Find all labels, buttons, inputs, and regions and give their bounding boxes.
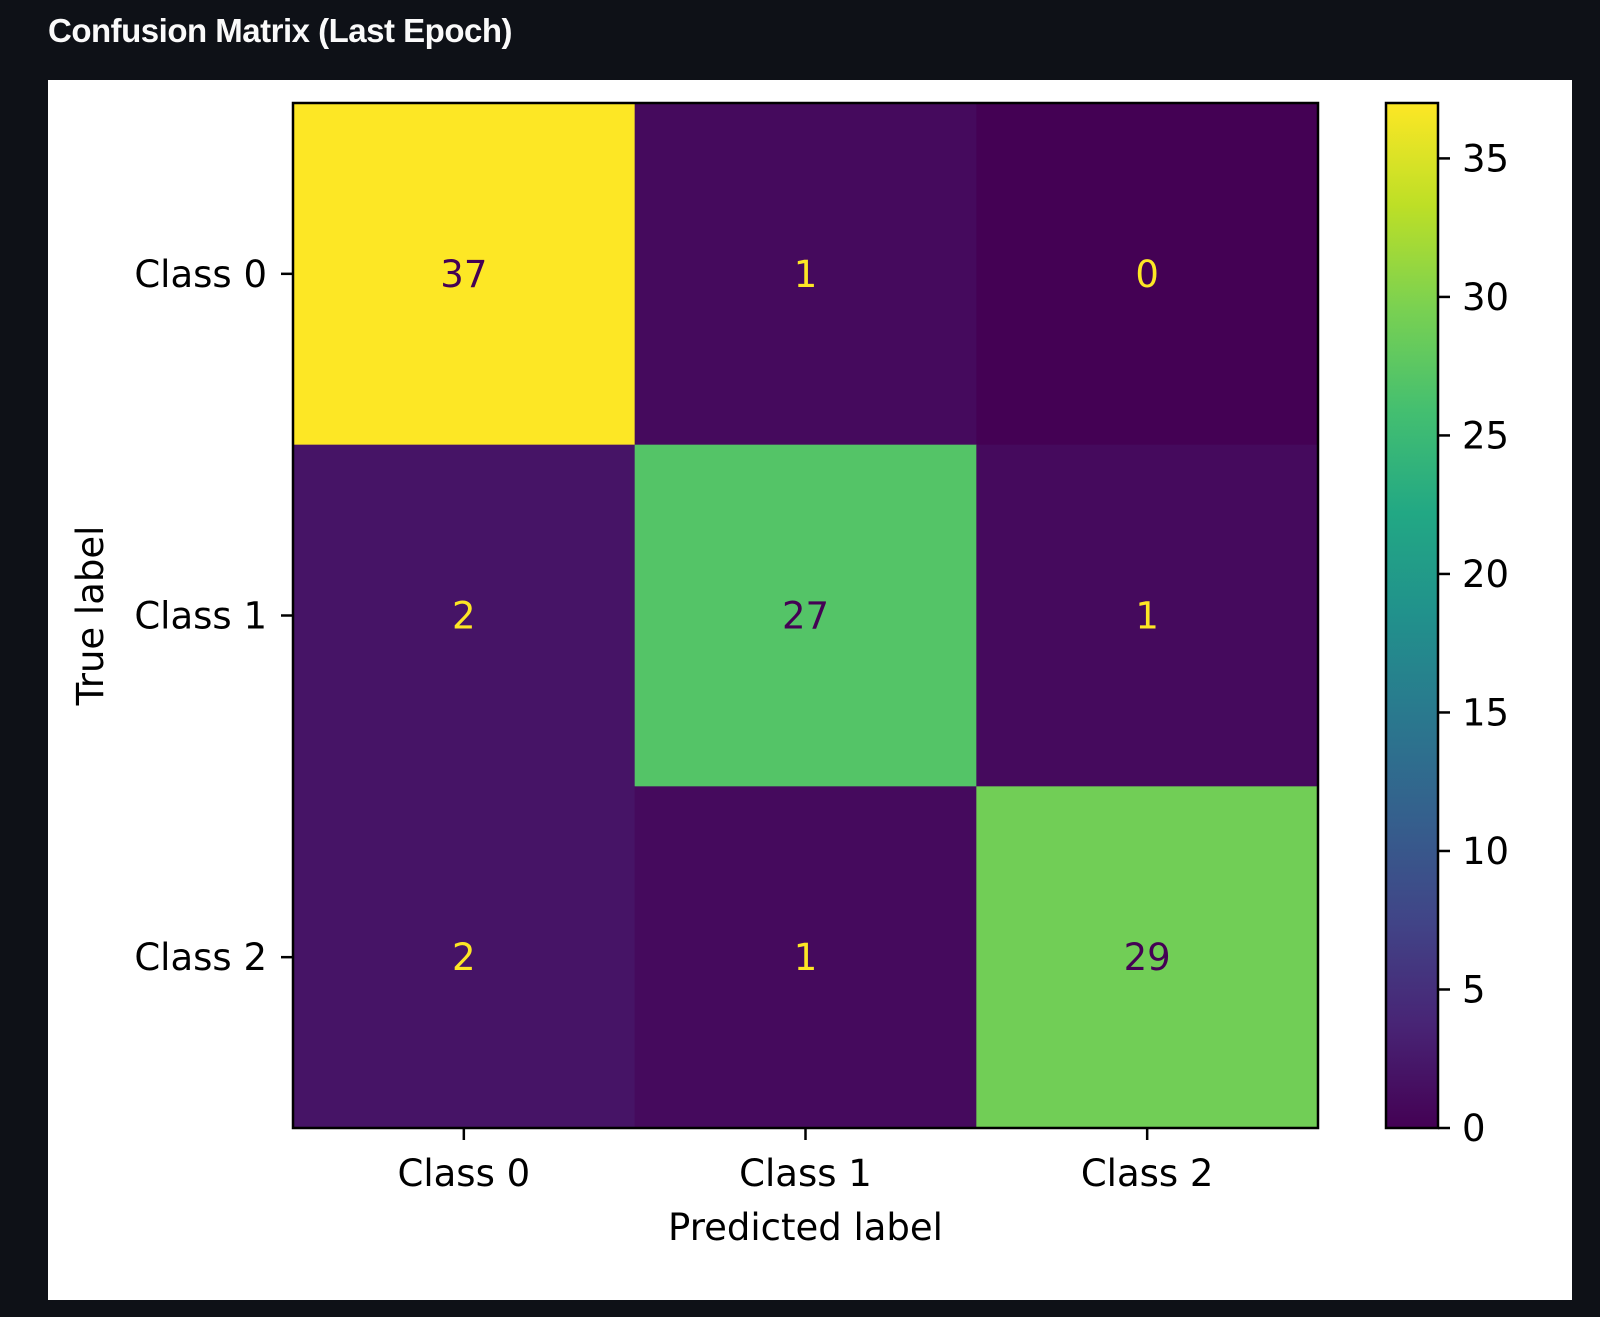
colorbar-tick-label: 30 — [1462, 276, 1509, 319]
page-title: Confusion Matrix (Last Epoch) — [48, 12, 513, 49]
colorbar-tick-label: 5 — [1462, 968, 1486, 1011]
colorbar-tick-label: 25 — [1462, 414, 1509, 457]
y-axis-label: True label — [69, 526, 112, 707]
colorbar — [1384, 101, 1440, 1130]
heatmap-cell — [634, 103, 977, 446]
heatmap-cell — [976, 786, 1319, 1129]
x-tick-label: Class 1 — [739, 1152, 872, 1195]
heatmap-cell — [634, 786, 977, 1129]
heatmap-cell — [293, 444, 636, 787]
x-axis: Class 0 Class 1 Class 2 — [398, 1128, 1214, 1195]
heatmap-cell — [634, 444, 977, 787]
y-tick-label: Class 2 — [134, 936, 267, 979]
x-axis-label: Predicted label — [668, 1206, 943, 1249]
colorbar-tick-label: 20 — [1462, 553, 1509, 596]
chart-figure: 37 1 0 2 27 1 2 1 29 Class 0 Class 1 Class 2 Class… — [48, 80, 1572, 1300]
colorbar-tick-label: 15 — [1462, 691, 1509, 734]
heatmap-cells — [293, 103, 1319, 1129]
heatmap-cell — [293, 786, 636, 1129]
colorbar-tick-label: 0 — [1462, 1107, 1486, 1150]
confusion-matrix-chart: 37 1 02 27 12 1 29 Class 0 Class 1 Class 2 Class… — [69, 101, 1509, 1249]
colorbar-ticks: 0 5 10 15 20 25 30 35 — [1438, 137, 1509, 1150]
heatmap-cell — [293, 103, 636, 446]
cell-value-labels: 37 1 0 2 27 1 2 1 29 — [440, 253, 1170, 979]
y-tick-label: Class 1 — [134, 595, 267, 638]
cell-value: 0 — [1135, 253, 1159, 296]
y-tick-label: Class 0 — [134, 253, 267, 296]
y-axis: Class 0 Class 1 Class 2 — [134, 253, 293, 979]
cell-value: 37 — [440, 253, 487, 296]
heatmap-cell — [976, 444, 1319, 787]
cell-value: 1 — [794, 936, 818, 979]
cell-value: 2 — [452, 595, 476, 638]
cell-value: 1 — [794, 253, 818, 296]
cell-value: 29 — [1124, 936, 1171, 979]
cell-value: 27 — [782, 595, 829, 638]
x-tick-label: Class 0 — [398, 1152, 531, 1195]
cell-value: 1 — [1135, 595, 1159, 638]
colorbar-tick-label: 35 — [1462, 137, 1509, 180]
heatmap-cell — [976, 103, 1319, 446]
cell-value: 2 — [452, 936, 476, 979]
colorbar-tick-label: 10 — [1462, 830, 1509, 873]
x-tick-label: Class 2 — [1081, 1152, 1214, 1195]
